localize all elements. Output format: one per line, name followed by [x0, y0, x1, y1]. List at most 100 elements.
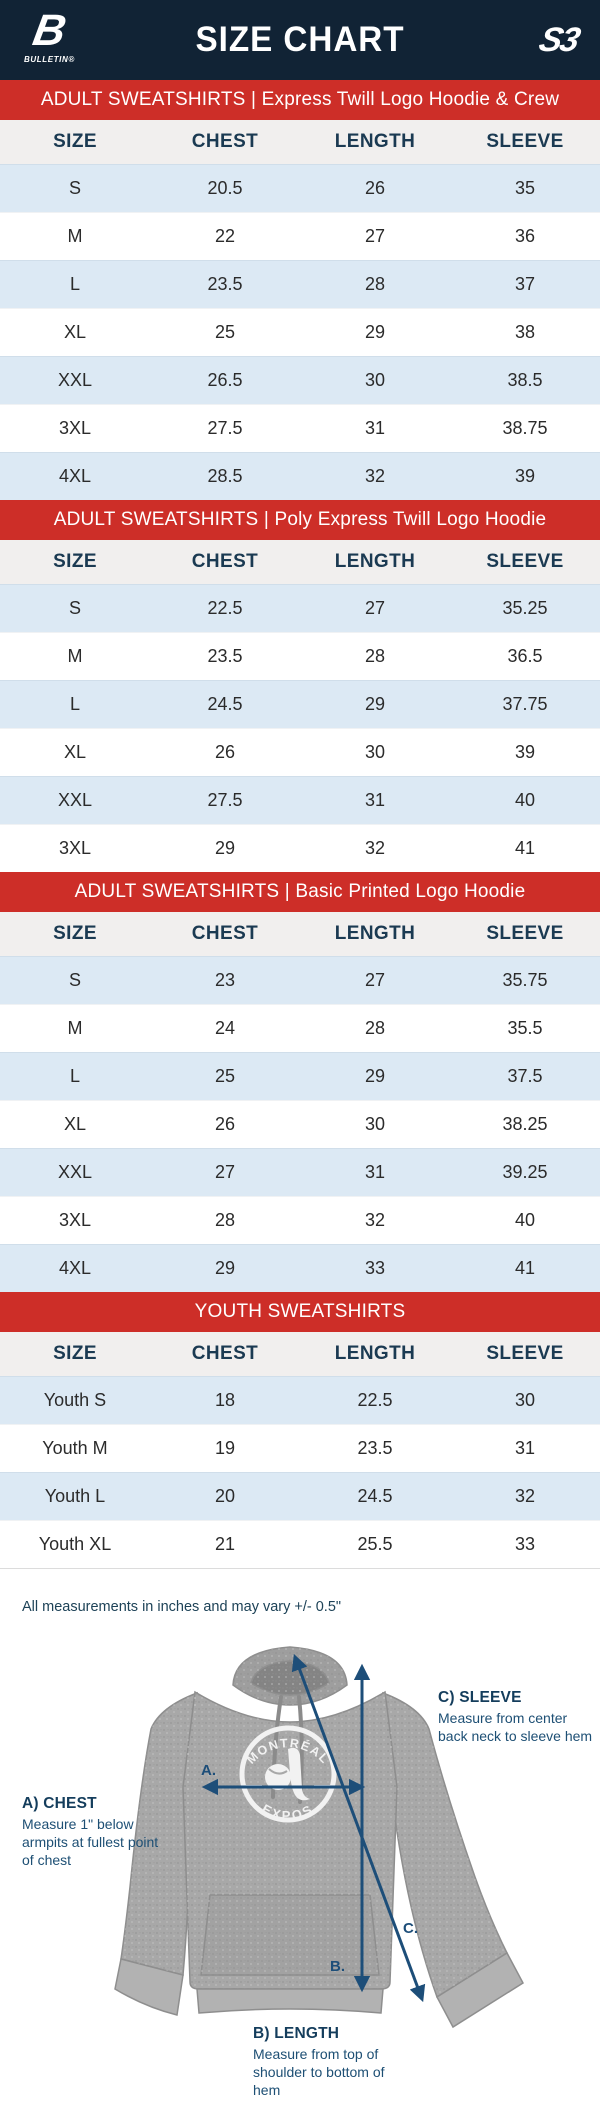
value-cell: 31: [514, 1437, 536, 1458]
column-header: SIZE: [0, 912, 150, 956]
divider: [0, 1568, 600, 1569]
bulletin-logo: B BULLETIN®: [24, 6, 75, 64]
value-cell: 38.5: [507, 369, 543, 390]
size-cell: XL: [63, 1113, 87, 1134]
size-cell: L: [69, 273, 80, 294]
page-title: SIZE CHART: [195, 20, 405, 59]
value-cell: 25.5: [357, 1533, 393, 1554]
value-cell: 23.5: [357, 1437, 393, 1458]
table-row: 4XL 29 33 41: [0, 1244, 600, 1292]
column-header: SIZE: [0, 540, 150, 584]
size-cell: M: [67, 1017, 83, 1038]
chest-desc: Measure 1" below armpits at fullest poin…: [22, 1816, 159, 1868]
value-cell: 24: [214, 1017, 236, 1038]
table-row: Youth XL 21 25.5 33: [0, 1520, 600, 1568]
section-banner: ADULT SWEATSHIRTS | Express Twill Logo H…: [0, 80, 600, 120]
bulletin-wordmark: BULLETIN®: [24, 55, 75, 64]
size-cell: XL: [63, 741, 87, 762]
size-cell: M: [67, 645, 83, 666]
value-cell: 37.75: [502, 693, 548, 714]
column-header: SLEEVE: [450, 120, 600, 164]
table-row: M 24 28 35.5: [0, 1004, 600, 1052]
value-cell: 36.5: [507, 645, 543, 666]
table-row: 3XL 29 32 41: [0, 824, 600, 872]
value-cell: 27.5: [207, 417, 243, 438]
marker-b-label: B.: [330, 1958, 345, 1975]
size-cell: S: [68, 969, 81, 990]
table-header-row: SIZE CHEST LENGTH SLEEVE: [0, 912, 600, 956]
table-row: XL 25 29 38: [0, 308, 600, 356]
value-cell: 32: [364, 837, 386, 858]
table-row: 3XL 27.5 31 38.75: [0, 404, 600, 452]
size-table: SIZE CHEST LENGTH SLEEVE S 22.5 27 35.25 M 23.5 28…: [0, 540, 600, 872]
measurement-arrows: [201, 1653, 426, 2003]
value-cell: 19: [214, 1437, 236, 1458]
table-row: S 20.5 26 35: [0, 164, 600, 212]
value-cell: 32: [364, 465, 386, 486]
value-cell: 26: [364, 177, 386, 198]
value-cell: 41: [514, 837, 536, 858]
column-header: CHEST: [150, 540, 300, 584]
column-header: SLEEVE: [450, 540, 600, 584]
value-cell: 33: [514, 1533, 536, 1554]
section-banner: YOUTH SWEATSHIRTS: [0, 1292, 600, 1332]
value-cell: 33: [364, 1257, 386, 1278]
table-row: XXL 26.5 30 38.5: [0, 356, 600, 404]
value-cell: 29: [364, 693, 386, 714]
size-cell: Youth S: [43, 1389, 107, 1410]
value-cell: 32: [514, 1485, 536, 1506]
value-cell: 31: [364, 789, 386, 810]
value-cell: 41: [514, 1257, 536, 1278]
value-cell: 37.5: [507, 1065, 543, 1086]
size-cell: XXL: [57, 1161, 93, 1182]
table-row: L 24.5 29 37.75: [0, 680, 600, 728]
size-cell: 3XL: [58, 837, 92, 858]
value-cell: 26: [214, 1113, 236, 1134]
section-banner: ADULT SWEATSHIRTS | Basic Printed Logo H…: [0, 872, 600, 912]
value-cell: 29: [214, 1257, 236, 1278]
value-cell: 22.5: [357, 1389, 393, 1410]
value-cell: 27: [364, 969, 386, 990]
size-cell: Youth XL: [38, 1533, 112, 1554]
value-cell: 35.5: [507, 1017, 543, 1038]
size-cell: Youth M: [42, 1437, 108, 1458]
value-cell: 29: [364, 1065, 386, 1086]
sb-logo-icon: S3: [535, 21, 583, 59]
value-cell: 30: [514, 1389, 536, 1410]
value-cell: 27.5: [207, 789, 243, 810]
size-cell: XXL: [57, 369, 93, 390]
sleeve-desc: Measure from center back neck to sleeve …: [438, 1710, 593, 1744]
value-cell: 40: [514, 789, 536, 810]
table-header-row: SIZE CHEST LENGTH SLEEVE: [0, 540, 600, 584]
length-desc: Measure from top of shoulder to bottom o…: [253, 2046, 385, 2098]
size-cell: L: [69, 693, 80, 714]
value-cell: 38.75: [502, 417, 548, 438]
column-header: CHEST: [150, 120, 300, 164]
table-header-row: SIZE CHEST LENGTH SLEEVE: [0, 120, 600, 164]
value-cell: 30: [364, 1113, 386, 1134]
bulletin-b-icon: B: [29, 6, 70, 55]
value-cell: 27: [364, 225, 386, 246]
size-section: ADULT SWEATSHIRTS | Poly Express Twill L…: [0, 500, 600, 872]
column-header: SIZE: [0, 1332, 150, 1376]
value-cell: 35.75: [502, 969, 548, 990]
value-cell: 35.25: [502, 597, 548, 618]
size-table: SIZE CHEST LENGTH SLEEVE S 23 27 35.75 M 24 28 35.5…: [0, 912, 600, 1292]
table-header-row: SIZE CHEST LENGTH SLEEVE: [0, 1332, 600, 1376]
value-cell: 39.25: [502, 1161, 548, 1182]
value-cell: 29: [364, 321, 386, 342]
table-row: S 22.5 27 35.25: [0, 584, 600, 632]
logo-seam: [268, 1768, 288, 1775]
size-cell: XXL: [57, 789, 93, 810]
hoodie-left-cuff: [114, 1958, 184, 2016]
size-cell: 3XL: [58, 1209, 92, 1230]
column-header: SLEEVE: [450, 912, 600, 956]
value-cell: 39: [514, 741, 536, 762]
value-cell: 28: [364, 273, 386, 294]
table-row: 3XL 28 32 40: [0, 1196, 600, 1244]
column-header: CHEST: [150, 912, 300, 956]
value-cell: 29: [214, 837, 236, 858]
value-cell: 24.5: [207, 693, 243, 714]
value-cell: 27: [364, 597, 386, 618]
